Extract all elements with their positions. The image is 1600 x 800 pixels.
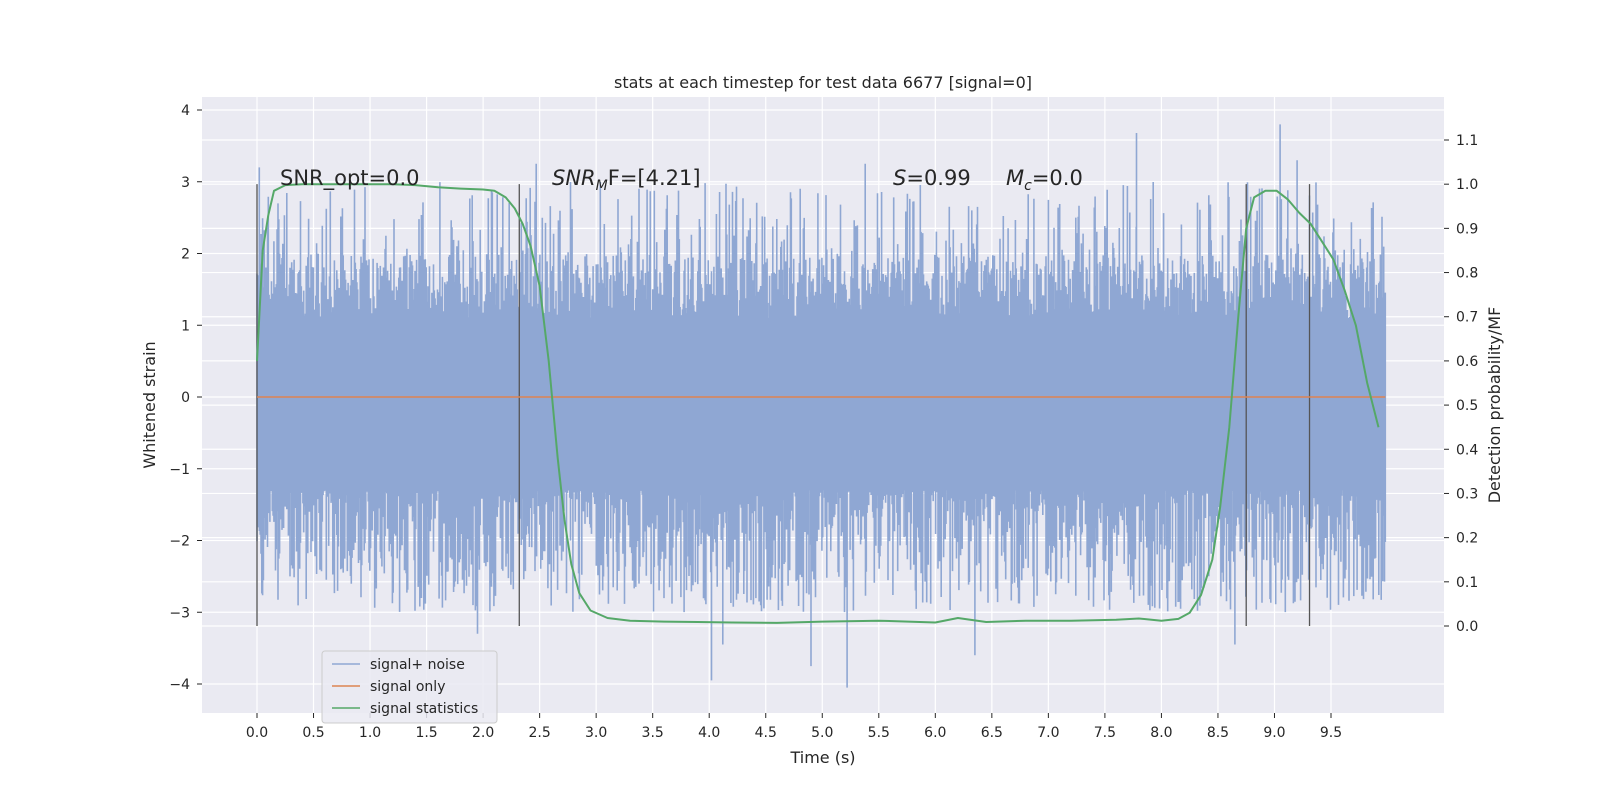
y2-tick-label: 0.7 xyxy=(1456,310,1478,326)
y-axis-label: Whitened strain xyxy=(140,341,159,468)
vertical-markers xyxy=(256,184,1311,626)
y2-tick-label: 0.0 xyxy=(1456,619,1478,635)
y-tick-label: −4 xyxy=(169,677,190,693)
x-tick-label: 2.0 xyxy=(472,725,494,741)
y-tick-label: 2 xyxy=(181,247,190,263)
x-tick-label: 6.0 xyxy=(924,725,946,741)
legend-label-signal-noise: signal+ noise xyxy=(370,657,465,673)
legend-label-signal-statistics: signal statistics xyxy=(370,701,478,717)
y-tick-label: −2 xyxy=(169,534,190,550)
y-tick-label: −3 xyxy=(169,605,190,621)
x-tick-label: 5.5 xyxy=(868,725,890,741)
y-tick-label: 3 xyxy=(181,175,190,191)
annotation-s-var: S xyxy=(893,166,906,190)
y2-axis-label: Detection probability/MF xyxy=(1485,307,1504,504)
x-tick-label: 8.5 xyxy=(1207,725,1229,741)
x-tick-label: 2.5 xyxy=(528,725,550,741)
x-tick-label: 8.0 xyxy=(1150,725,1172,741)
signal-statistics-line xyxy=(256,183,1380,624)
x-axis-label: Time (s) xyxy=(789,748,855,767)
y-axis-ticks: 4 3 2 1 0 −1 −2 −3 −4 xyxy=(169,103,202,693)
x-tick-label: 1.5 xyxy=(415,725,437,741)
annotation-snr-mf: SNRMF=[4.21] xyxy=(552,166,701,194)
x-tick-label: 0.5 xyxy=(302,725,324,741)
y2-tick-label: 0.6 xyxy=(1456,354,1478,370)
annotation-s-value: =0.99 xyxy=(906,166,970,190)
y2-tick-label: 0.4 xyxy=(1456,442,1478,458)
y2-tick-label: 0.9 xyxy=(1456,221,1478,237)
y-tick-label: 0 xyxy=(181,390,190,406)
legend: signal+ noise signal only signal statist… xyxy=(321,650,498,724)
x-tick-label: 3.5 xyxy=(642,725,664,741)
legend-label-signal-only: signal only xyxy=(370,679,445,695)
chart-title: stats at each timestep for test data 667… xyxy=(614,73,1032,92)
annotation-mc: Mc=0.0 xyxy=(1006,166,1083,194)
x-axis-ticks: 0.0 0.5 1.0 1.5 2.0 2.5 3.0 3.5 4.0 4.5 5.0 5.5 6.0 6… xyxy=(246,713,1342,741)
y-tick-label: 1 xyxy=(181,318,190,334)
x-tick-label: 1.0 xyxy=(359,725,381,741)
x-tick-label: 3.0 xyxy=(585,725,607,741)
annotation-snr-mf-value: F=[4.21] xyxy=(608,166,701,190)
annotation-snr-opt: SNR_opt=0.0 xyxy=(280,166,420,191)
annotation-s: S=0.99 xyxy=(893,166,971,190)
annotation-mc-sub: c xyxy=(1024,178,1032,194)
y2-tick-label: 1.1 xyxy=(1456,133,1478,149)
y-tick-label: −1 xyxy=(169,462,190,478)
y2-axis-ticks: 1.1 1.0 0.9 0.8 0.7 0.6 0.5 0.4 0.3 0.2 0.1 0.0 xyxy=(1444,133,1478,635)
x-tick-label: 0.0 xyxy=(246,725,268,741)
x-tick-label: 9.0 xyxy=(1263,725,1285,741)
x-tick-label: 4.5 xyxy=(755,725,777,741)
x-tick-label: 6.5 xyxy=(981,725,1003,741)
x-tick-label: 7.5 xyxy=(1094,725,1116,741)
y-tick-label: 4 xyxy=(181,103,190,119)
x-tick-label: 7.0 xyxy=(1037,725,1059,741)
series-signal-statistics xyxy=(256,183,1380,624)
y2-tick-label: 0.8 xyxy=(1456,266,1478,282)
y2-tick-label: 0.3 xyxy=(1456,486,1478,502)
annotation-snr-mf-var: SNR xyxy=(552,166,596,190)
y2-tick-label: 0.5 xyxy=(1456,398,1478,414)
legend-box xyxy=(321,650,498,724)
annotation-snr-mf-sub: M xyxy=(596,178,608,194)
annotation-mc-var: M xyxy=(1006,166,1024,190)
y2-tick-label: 0.1 xyxy=(1456,575,1478,591)
series-signal-noise xyxy=(256,124,1387,688)
y2-tick-label: 0.2 xyxy=(1456,531,1478,547)
x-tick-label: 5.0 xyxy=(811,725,833,741)
x-tick-label: 4.0 xyxy=(698,725,720,741)
y2-tick-label: 1.0 xyxy=(1456,177,1478,193)
x-tick-label: 9.5 xyxy=(1320,725,1342,741)
annotation-mc-value: =0.0 xyxy=(1032,166,1083,190)
